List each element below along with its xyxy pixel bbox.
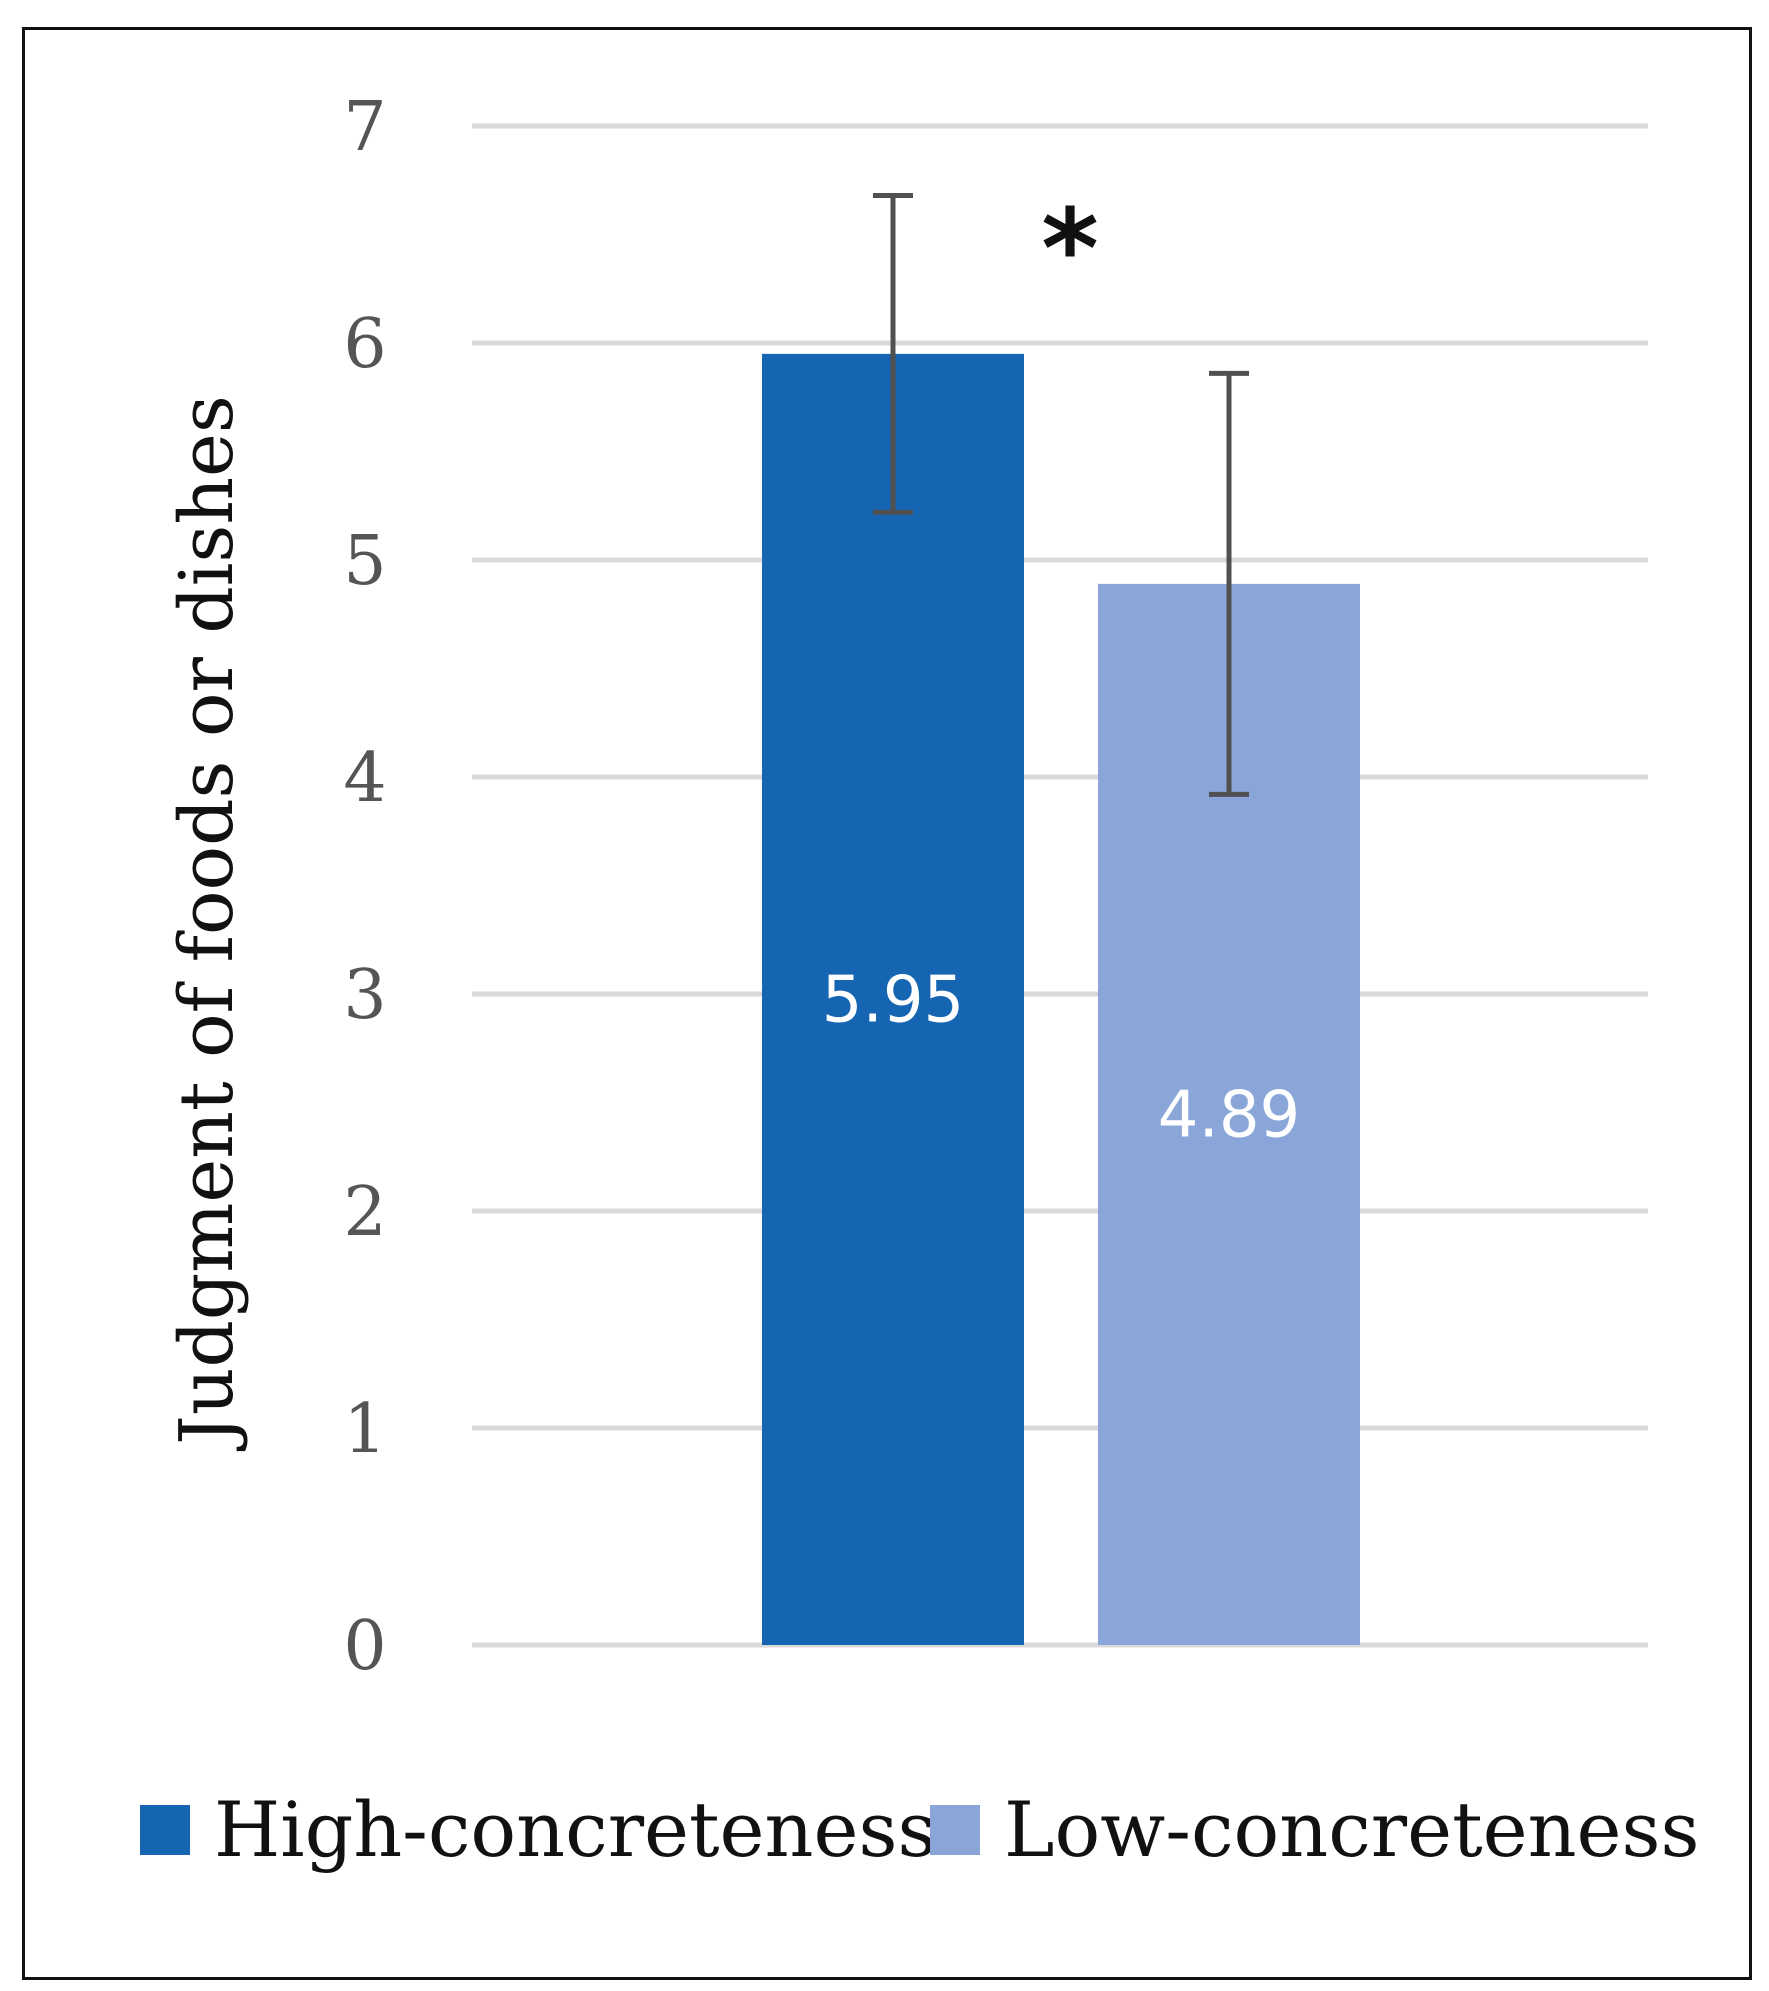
data-label-low-concreteness: 4.89: [1158, 1078, 1301, 1152]
y-tick-label-3: 3: [343, 956, 386, 1035]
error-bar-high-concreteness: [873, 192, 913, 515]
significance-asterisk: *: [1041, 185, 1099, 313]
y-axis-ticks: 0 1 2 3 4 5 6 7: [343, 88, 386, 1686]
y-tick-label-7: 7: [343, 88, 386, 167]
y-tick-label-5: 5: [343, 522, 386, 601]
y-tick-label-2: 2: [343, 1173, 386, 1252]
y-tick-label-0: 0: [343, 1607, 386, 1686]
grid-lines: [472, 123, 1648, 1648]
legend: High-concreteness Low-concreteness: [140, 1785, 1700, 1874]
bar-high-concreteness: [762, 353, 1024, 1646]
y-tick-label-4: 4: [343, 739, 386, 818]
data-label-high-concreteness: 5.95: [822, 963, 965, 1037]
legend-label-high-concreteness: High-concreteness: [214, 1785, 936, 1874]
legend-swatch-high-concreteness: [140, 1805, 190, 1855]
error-bar-low-concreteness: [1209, 370, 1249, 797]
y-tick-label-6: 6: [343, 305, 386, 384]
legend-swatch-low-concreteness: [930, 1805, 980, 1855]
legend-label-low-concreteness: Low-concreteness: [1004, 1785, 1700, 1874]
y-axis-title: Judgment of foods or dishes: [164, 395, 250, 1452]
bars: 5.95 4.89: [762, 192, 1360, 1646]
y-tick-label-1: 1: [343, 1390, 386, 1469]
